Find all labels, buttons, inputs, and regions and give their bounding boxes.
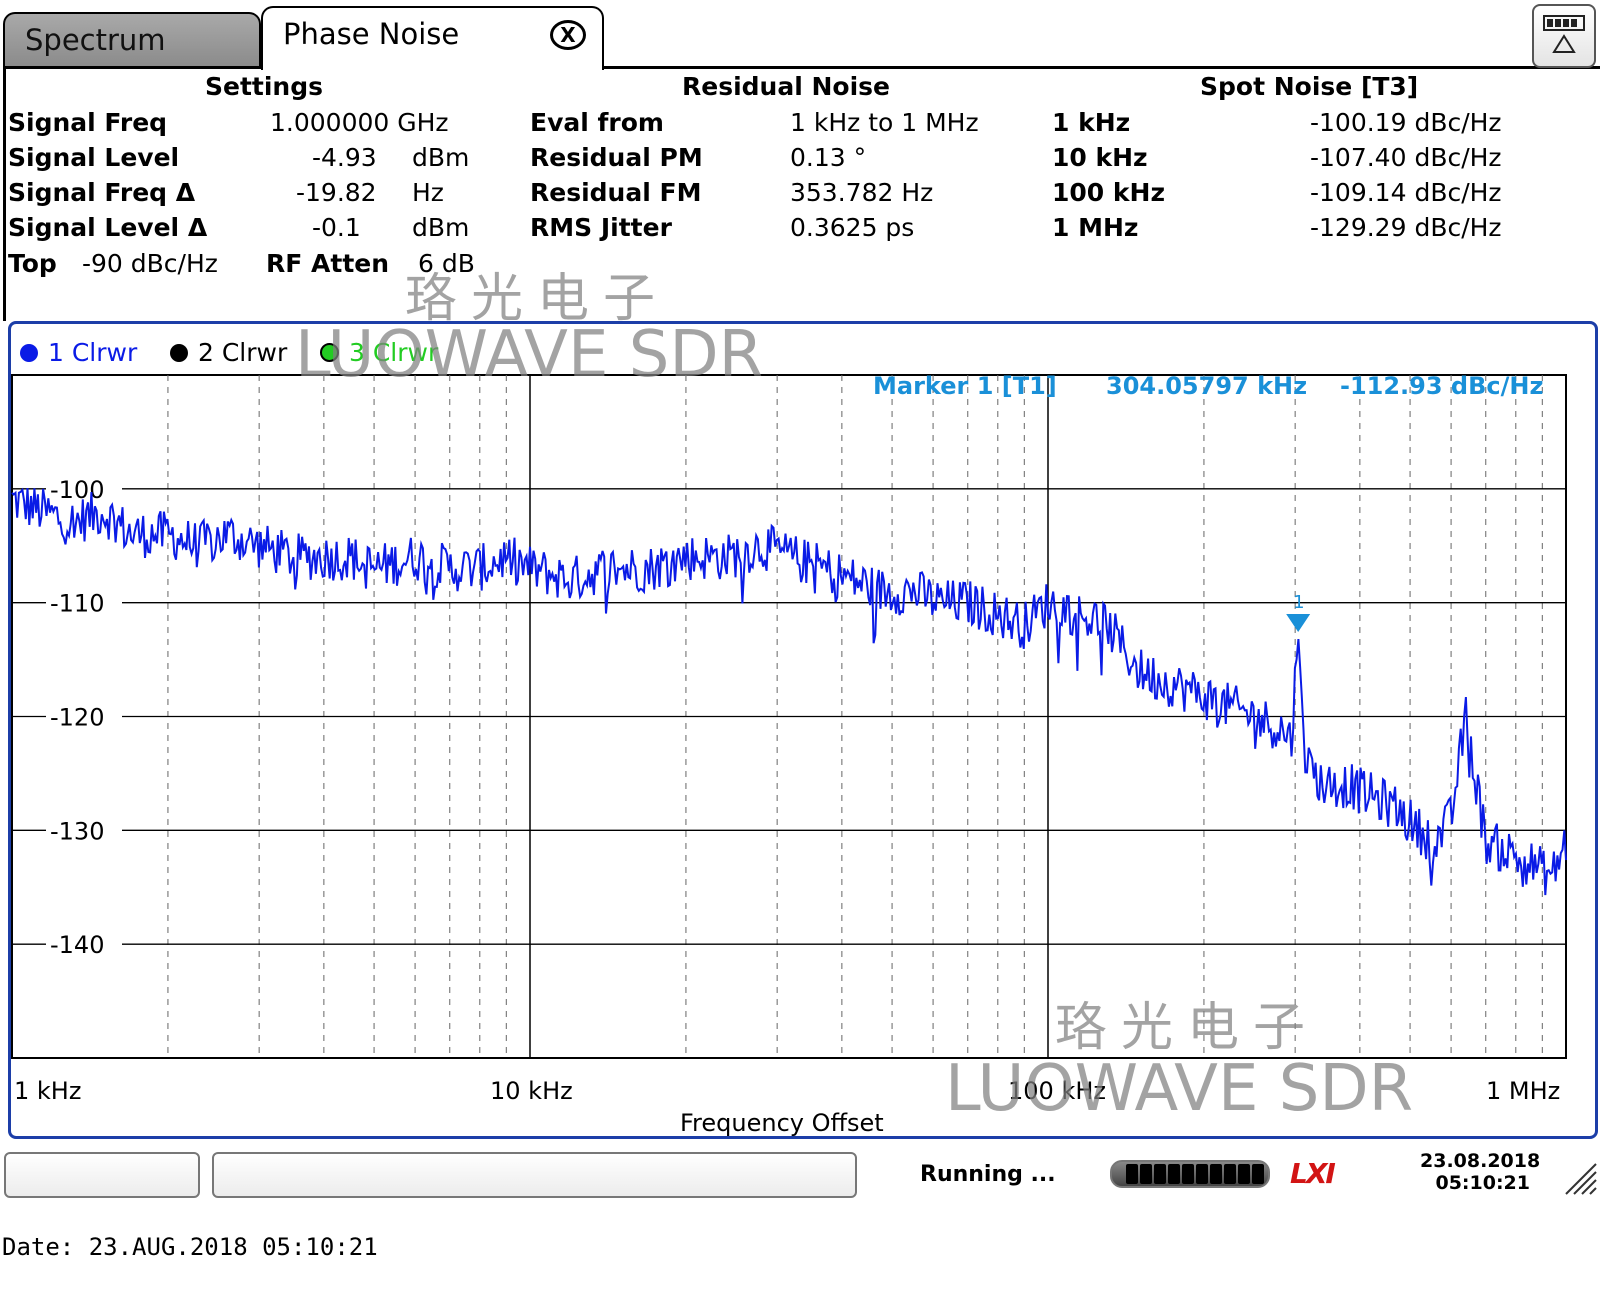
trace-1-dot-icon <box>20 344 38 362</box>
trace-3-label: 3 Clrwr <box>349 338 439 367</box>
signal-freq-delta-label: Signal Freq Δ <box>8 178 196 207</box>
signal-level-delta-label: Signal Level Δ <box>8 213 208 242</box>
progress-segment <box>1196 1164 1208 1184</box>
progress-segment <box>1224 1164 1236 1184</box>
residual-fm-label: Residual FM <box>530 178 702 207</box>
y-tick-label: -110 <box>50 590 104 618</box>
trace-1-label: 1 Clrwr <box>48 338 138 367</box>
marker-label: Marker 1 [T1] <box>873 372 1057 400</box>
tab-bar-divider <box>3 66 1600 69</box>
y-tick-label-bg <box>46 815 122 846</box>
rms-jitter-value: 0.3625 ps <box>790 213 915 242</box>
x-tick-label: 1 MHz <box>1486 1077 1561 1105</box>
progress-segment <box>1154 1164 1166 1184</box>
spot-noise-header: Spot Noise [T3] <box>1200 72 1419 101</box>
y-tick-label: -130 <box>50 817 104 845</box>
window-layout-button[interactable] <box>1532 4 1596 68</box>
signal-level-value: -4.93 <box>312 143 377 172</box>
signal-freq-value: 1.000000 GHz <box>270 108 449 137</box>
rms-jitter-label: RMS Jitter <box>530 213 672 242</box>
tab-spectrum-label: Spectrum <box>25 23 166 57</box>
phase-noise-diagram[interactable] <box>8 321 1598 1139</box>
spot-value: -100.19 dBc/Hz <box>1310 108 1502 137</box>
trace-3-dot-icon <box>320 343 339 362</box>
y-tick-label-bg <box>46 929 122 960</box>
y-tick-label: -120 <box>50 704 104 732</box>
watermark-logo: LUOWAVE SDR <box>945 1052 1414 1126</box>
progress-segment <box>1126 1164 1138 1184</box>
status-datetime: 23.08.2018 05:10:21 <box>1420 1150 1541 1194</box>
spot-offset: 10 kHz <box>1052 143 1148 172</box>
signal-level-label: Signal Level <box>8 143 180 172</box>
status-field-2[interactable] <box>212 1152 857 1198</box>
trace-2-dot-icon <box>170 344 188 362</box>
eval-from-value: 1 kHz to 1 MHz <box>790 108 979 137</box>
resize-grip-icon[interactable] <box>1560 1158 1600 1198</box>
trace-2-label: 2 Clrwr <box>198 338 288 367</box>
trace-3-legend[interactable]: 3 Clrwr <box>320 338 438 368</box>
status-date: 23.08.2018 <box>1420 1150 1541 1172</box>
progress-segment <box>1210 1164 1222 1184</box>
residual-pm-label: Residual PM <box>530 143 703 172</box>
progress-segment <box>1168 1164 1180 1184</box>
top-value: -90 dBc/Hz <box>82 249 218 278</box>
signal-freq-label: Signal Freq <box>8 108 168 137</box>
x-tick-label: 10 kHz <box>490 1077 573 1105</box>
watermark-chinese: 珞光电子 <box>1055 998 1320 1058</box>
x-axis-label: Frequency Offset <box>680 1109 884 1137</box>
tab-phase-noise-label: Phase Noise <box>283 17 460 51</box>
signal-level-unit: dBm <box>412 143 470 172</box>
signal-level-delta-value: -0.1 <box>312 213 361 242</box>
marker-1-tag: 1 <box>1293 592 1304 613</box>
spot-value: -109.14 dBc/Hz <box>1310 178 1502 207</box>
y-tick-label-bg <box>46 701 122 732</box>
sweep-progress-bar <box>1110 1160 1270 1188</box>
residual-pm-value: 0.13 ° <box>790 143 867 172</box>
x-tick-label: 1 kHz <box>14 1077 82 1105</box>
y-tick-label-bg <box>46 473 122 504</box>
print-date: Date: 23.AUG.2018 05:10:21 <box>2 1233 378 1261</box>
spot-offset: 1 kHz <box>1052 108 1131 137</box>
settings-header: Settings <box>205 72 324 101</box>
spot-offset: 1 MHz <box>1052 213 1139 242</box>
top-label: Top <box>8 249 57 278</box>
layout-toggle-icon <box>1543 15 1585 53</box>
trace-1-legend[interactable]: 1 Clrwr <box>20 338 137 368</box>
tab-spectrum[interactable]: Spectrum <box>3 12 261 68</box>
rf-atten-label: RF Atten <box>266 249 390 278</box>
signal-freq-delta-value: -19.82 <box>296 178 377 207</box>
trace-2-legend[interactable]: 2 Clrwr <box>170 338 287 368</box>
trace-1-line <box>11 487 1567 896</box>
progress-segment <box>1140 1164 1152 1184</box>
signal-level-delta-unit: dBm <box>412 213 470 242</box>
rf-atten-value: 6 dB <box>418 249 475 278</box>
tab-phase-noise[interactable]: Phase Noise <box>261 6 604 70</box>
y-tick-label-bg <box>46 587 122 618</box>
progress-segment <box>1252 1164 1264 1184</box>
progress-segment <box>1238 1164 1250 1184</box>
measurement-info-panel <box>3 69 1600 321</box>
eval-from-label: Eval from <box>530 108 664 137</box>
status-time: 05:10:21 <box>1435 1172 1530 1194</box>
signal-freq-delta-unit: Hz <box>412 178 444 207</box>
watermark-chinese: 珞光电子 <box>405 269 670 329</box>
lxi-logo: LXI <box>1290 1157 1336 1190</box>
marker-frequency: 304.05797 kHz <box>1106 372 1308 400</box>
sweep-status: Running ... <box>920 1162 1056 1187</box>
marker-level: -112.93 dBc/Hz <box>1340 372 1544 400</box>
spot-value: -107.40 dBc/Hz <box>1310 143 1502 172</box>
x-tick-label: 100 kHz <box>1008 1077 1106 1105</box>
close-tab-icon[interactable]: X <box>550 20 586 50</box>
status-field-1[interactable] <box>4 1152 200 1198</box>
spot-offset: 100 kHz <box>1052 178 1165 207</box>
spot-value: -129.29 dBc/Hz <box>1310 213 1502 242</box>
residual-fm-value: 353.782 Hz <box>790 178 934 207</box>
y-tick-label: -140 <box>50 931 104 959</box>
watermark-logo: LUOWAVE SDR <box>295 318 764 392</box>
y-tick-label: -100 <box>50 476 104 504</box>
marker-1-triangle[interactable] <box>1286 614 1311 633</box>
residual-noise-header: Residual Noise <box>682 72 890 101</box>
progress-segment <box>1182 1164 1194 1184</box>
phase-noise-plot: -100 -110 -120 -130 -140 1 <box>11 374 1567 1059</box>
